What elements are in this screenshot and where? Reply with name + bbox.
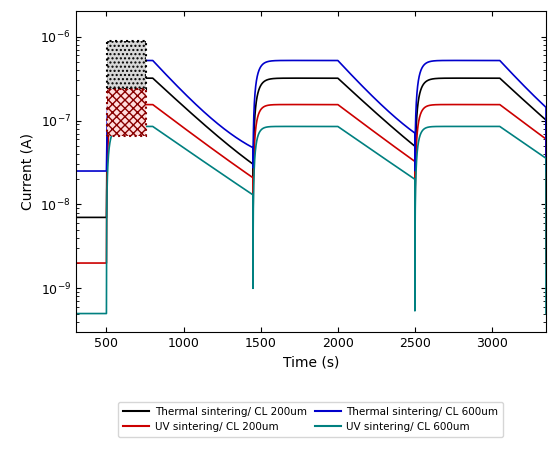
Y-axis label: Current (A): Current (A) xyxy=(21,133,35,210)
Legend: Thermal sintering/ CL 200um, UV sintering/ CL 200um, Thermal sintering/ CL 600um: Thermal sintering/ CL 200um, UV sinterin… xyxy=(118,401,503,437)
Bar xyxy=(107,89,146,136)
Bar xyxy=(107,41,146,89)
X-axis label: Time (s): Time (s) xyxy=(283,355,339,369)
Bar xyxy=(107,89,146,136)
Bar xyxy=(107,41,146,89)
